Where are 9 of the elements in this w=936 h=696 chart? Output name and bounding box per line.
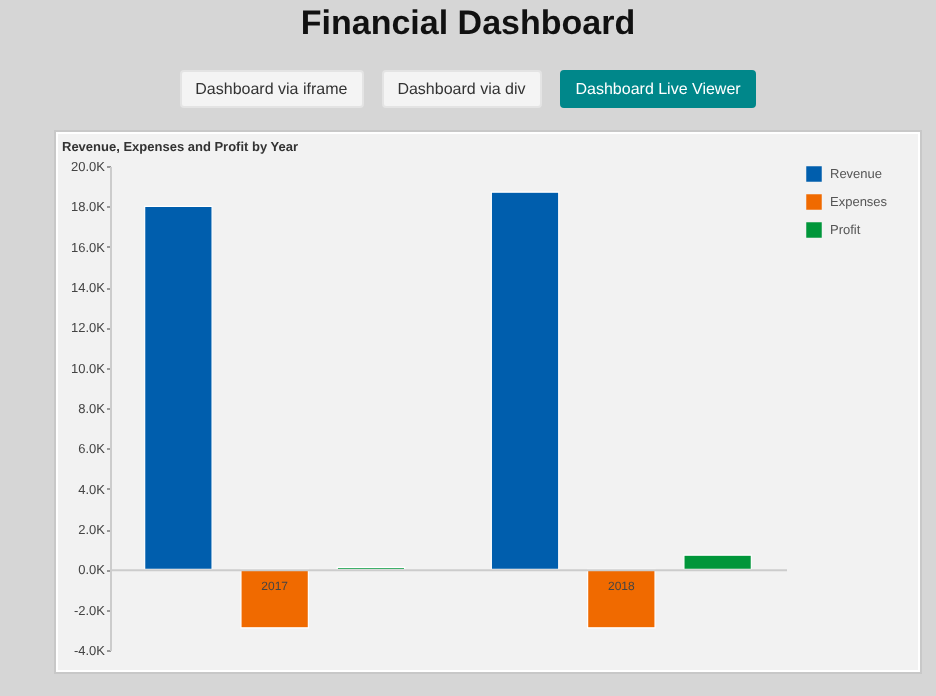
bar <box>490 191 560 570</box>
text: Dashboard Live Viewer <box>559 70 757 108</box>
bar <box>587 568 656 629</box>
text: Dashboard via iframe <box>179 70 364 108</box>
bar <box>240 568 309 629</box>
chart-title: Financial Dashboard <box>298 4 638 44</box>
bar <box>683 554 752 570</box>
bar <box>144 205 213 570</box>
text: Dashboard via div <box>381 70 542 108</box>
